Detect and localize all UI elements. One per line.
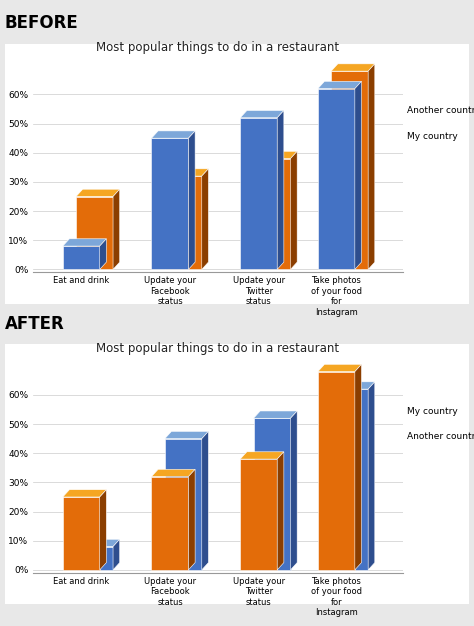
Polygon shape [76, 539, 120, 546]
Polygon shape [189, 131, 195, 269]
Polygon shape [291, 411, 297, 570]
Polygon shape [331, 64, 375, 71]
Polygon shape [113, 539, 120, 570]
Title: Most popular things to do in a restaurant: Most popular things to do in a restauran… [97, 41, 339, 54]
Text: Another country: Another country [407, 432, 474, 441]
Polygon shape [100, 490, 106, 570]
Polygon shape [113, 189, 120, 269]
Text: My country: My country [407, 406, 457, 416]
Polygon shape [165, 431, 209, 439]
Polygon shape [291, 151, 297, 269]
Polygon shape [318, 364, 362, 372]
Text: BEFORE: BEFORE [5, 14, 79, 33]
Polygon shape [240, 111, 284, 118]
Polygon shape [318, 89, 355, 269]
Polygon shape [254, 411, 297, 418]
Polygon shape [254, 158, 291, 269]
Polygon shape [63, 497, 100, 570]
Text: My country: My country [407, 131, 457, 141]
Polygon shape [355, 81, 362, 269]
Legend: My country, Another country: My country, Another country [103, 362, 274, 379]
Polygon shape [100, 239, 106, 269]
Polygon shape [165, 169, 209, 176]
Polygon shape [63, 239, 106, 246]
Polygon shape [331, 71, 368, 269]
Polygon shape [152, 138, 189, 269]
Polygon shape [189, 470, 195, 570]
Polygon shape [165, 176, 202, 269]
Polygon shape [240, 452, 284, 459]
Polygon shape [368, 64, 375, 269]
Polygon shape [63, 490, 106, 497]
Polygon shape [76, 189, 120, 197]
Polygon shape [152, 476, 189, 570]
Polygon shape [76, 197, 113, 269]
Polygon shape [318, 372, 355, 570]
Polygon shape [254, 418, 291, 570]
Polygon shape [202, 169, 209, 269]
Polygon shape [277, 111, 284, 269]
Polygon shape [331, 389, 368, 570]
Polygon shape [254, 151, 297, 158]
Polygon shape [152, 131, 195, 138]
Polygon shape [355, 364, 362, 570]
Title: Most popular things to do in a restaurant: Most popular things to do in a restauran… [97, 342, 339, 354]
Polygon shape [240, 118, 277, 269]
Text: AFTER: AFTER [5, 315, 64, 333]
Polygon shape [368, 382, 375, 570]
Polygon shape [76, 546, 113, 570]
Polygon shape [165, 439, 202, 570]
Polygon shape [318, 81, 362, 89]
Polygon shape [152, 470, 195, 476]
Polygon shape [202, 431, 209, 570]
Polygon shape [240, 459, 277, 570]
Polygon shape [63, 246, 100, 269]
Text: Another country: Another country [407, 106, 474, 115]
Polygon shape [277, 452, 284, 570]
Polygon shape [331, 382, 375, 389]
